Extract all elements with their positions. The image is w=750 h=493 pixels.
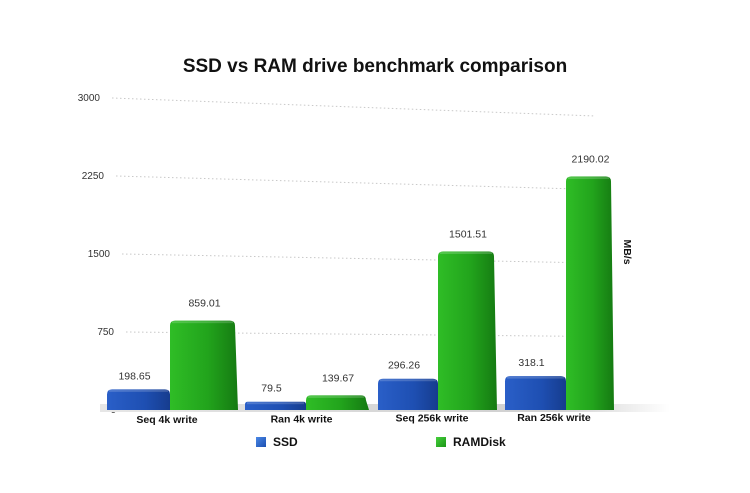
- bar-ramdisk-seq-4k-write: [170, 320, 238, 410]
- value-label-ssd-ran-4k-write: 79.5: [261, 383, 282, 395]
- legend-swatch-ramdisk: [436, 437, 446, 447]
- legend-item-ssd[interactable]: SSD: [256, 435, 298, 449]
- y-axis-ticks: 0750150022503000: [78, 93, 117, 416]
- y-tick-label: 3000: [78, 93, 101, 104]
- gridline-2250: [115, 175, 596, 190]
- bar-ssd-ran-4k-write: [245, 401, 306, 410]
- bar-ssd-ran-256k-write: [505, 376, 566, 410]
- legend: SSD RAMDisk: [256, 435, 506, 449]
- x-tick-seq-4k-write: Seq 4k write: [136, 414, 197, 426]
- chart-title: SSD vs RAM drive benchmark comparison: [183, 56, 567, 77]
- y-axis-label: MB/s: [621, 239, 633, 264]
- bar-ssd-seq-4k-write: [107, 389, 170, 410]
- bar-ramdisk-ran-256k-write: [566, 176, 614, 410]
- value-label-ramdisk-ran-4k-write: 139.67: [322, 372, 354, 384]
- y-tick-label: 1500: [88, 249, 111, 260]
- bar-highlight: [568, 177, 609, 180]
- bar-highlight: [440, 252, 492, 255]
- x-tick-seq-256k-write: Seq 256k write: [396, 413, 469, 425]
- legend-item-ramdisk[interactable]: RAMDisk: [436, 435, 506, 449]
- bar-highlight: [308, 395, 364, 398]
- legend-label-ramdisk: RAMDisk: [453, 435, 506, 449]
- gridline-1500: [121, 253, 596, 264]
- value-labels: 198.65 859.01 79.5 139.67 296.26 1501.51 318.1…: [118, 154, 609, 395]
- bar-highlight: [109, 389, 168, 392]
- bar-ssd-seq-256k-write: [378, 378, 438, 410]
- bars: [107, 176, 614, 410]
- value-label-ssd-ran-256k-write: 318.1: [518, 357, 544, 369]
- bar-highlight: [507, 376, 564, 379]
- x-tick-ran-4k-write: Ran 4k write: [271, 413, 333, 425]
- x-axis-categories: Seq 4k write Ran 4k write Seq 256k write Ra…: [136, 412, 591, 426]
- y-tick-label: 2250: [82, 171, 105, 182]
- bar-highlight: [247, 402, 304, 405]
- value-label-ramdisk-seq-4k-write: 859.01: [188, 298, 220, 310]
- bar-ramdisk-seq-256k-write: [438, 251, 497, 410]
- x-tick-ran-256k-write: Ran 256k write: [517, 412, 591, 424]
- legend-swatch-ssd: [256, 437, 266, 447]
- value-label-ssd-seq-256k-write: 296.26: [388, 360, 420, 372]
- bar-ramdisk-ran-4k-write: [306, 395, 369, 410]
- value-label-ssd-seq-4k-write: 198.65: [118, 370, 150, 382]
- bar-highlight: [380, 379, 436, 382]
- bar-highlight: [172, 321, 233, 324]
- gridline-3000: [111, 97, 596, 117]
- y-tick-label: 750: [97, 327, 114, 338]
- value-label-ramdisk-ran-256k-write: 2190.02: [572, 154, 610, 166]
- legend-label-ssd: SSD: [273, 435, 298, 449]
- value-label-ramdisk-seq-256k-write: 1501.51: [449, 229, 487, 241]
- gridlines: [111, 97, 596, 337]
